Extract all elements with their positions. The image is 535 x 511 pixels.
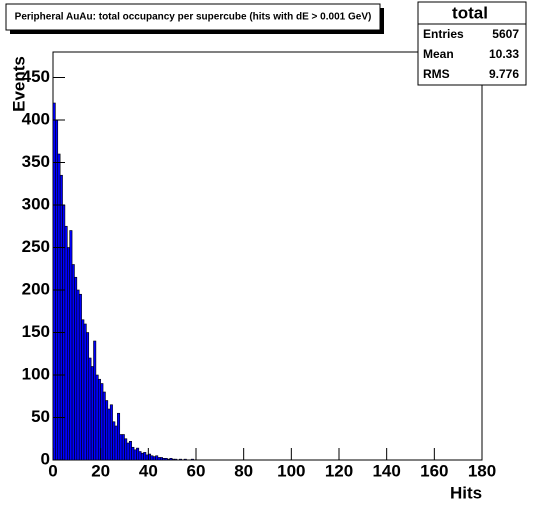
- bar: [162, 457, 166, 461]
- bar: [164, 457, 168, 461]
- x-tick-label: 120: [325, 461, 353, 480]
- bar: [159, 457, 163, 461]
- stats-frame: [417, 1, 527, 86]
- y-tick-label: 150: [22, 322, 50, 341]
- y-tick-label: 200: [22, 279, 50, 298]
- bar: [171, 458, 175, 461]
- stats-value: 5607: [492, 27, 519, 41]
- bar: [167, 458, 171, 461]
- x-tick-label: 80: [234, 461, 253, 480]
- bar: [124, 438, 128, 461]
- bar: [78, 293, 82, 461]
- y-tick-label: 0: [41, 449, 50, 468]
- stats-label: Mean: [423, 47, 454, 61]
- bar: [93, 340, 97, 461]
- bar: [138, 451, 142, 461]
- bar: [128, 440, 132, 461]
- bar: [121, 434, 125, 461]
- bar: [157, 457, 161, 461]
- bar: [174, 458, 178, 461]
- x-tick-label: 100: [277, 461, 305, 480]
- bar: [71, 264, 75, 461]
- bar: [179, 458, 182, 461]
- bar: [119, 434, 123, 461]
- bar: [88, 357, 92, 461]
- bar: [136, 447, 140, 461]
- bar: [152, 456, 156, 461]
- bar: [105, 400, 109, 461]
- bar: [86, 332, 90, 461]
- y-tick-label: 400: [22, 109, 50, 128]
- stats-label: Entries: [423, 27, 464, 41]
- bar: [126, 442, 130, 461]
- stats-value: 10.33: [489, 47, 519, 61]
- bar: [90, 366, 94, 461]
- chart-title: Peripheral AuAu: total occupancy per sup…: [15, 12, 372, 23]
- bar: [169, 457, 173, 461]
- bar: [57, 153, 61, 461]
- x-tick-label: 20: [91, 461, 110, 480]
- title-box: [5, 3, 381, 31]
- bar: [133, 449, 137, 461]
- bar: [190, 458, 194, 461]
- bar: [64, 225, 68, 461]
- stats-box: total Entries 5607 Mean 10.33 RMS 9.776: [417, 1, 527, 86]
- bar: [114, 425, 118, 461]
- stats-value: 9.776: [489, 67, 519, 81]
- bar: [83, 323, 87, 461]
- y-tick-label: 350: [22, 152, 50, 171]
- bar: [107, 408, 111, 461]
- stats-label: RMS: [423, 67, 450, 81]
- bar: [81, 319, 85, 461]
- bar: [140, 452, 144, 461]
- bar: [52, 102, 56, 461]
- x-tick-label: 160: [420, 461, 448, 480]
- stats-title: total: [452, 3, 488, 22]
- bar: [67, 247, 70, 461]
- bar: [143, 452, 147, 461]
- bar: [97, 378, 101, 461]
- bar: [69, 230, 73, 461]
- x-tick-label: 60: [187, 461, 206, 480]
- bar: [183, 458, 187, 461]
- bar: [102, 391, 106, 461]
- x-tick-label: 0: [48, 461, 57, 480]
- x-axis-label: Hits: [450, 483, 482, 502]
- x-tick-label: 180: [468, 461, 496, 480]
- bar: [76, 289, 80, 461]
- y-axis-label: Events: [9, 56, 28, 112]
- y-tick-label: 100: [22, 364, 50, 383]
- bar: [74, 276, 78, 461]
- y-tick-label: 50: [31, 407, 50, 426]
- bar: [112, 421, 116, 461]
- bar: [150, 455, 154, 461]
- x-tick-label: 140: [372, 461, 400, 480]
- y-tick-label: 300: [22, 194, 50, 213]
- bar: [109, 404, 113, 461]
- frame: [52, 51, 483, 461]
- bar: [117, 412, 121, 461]
- x-tick-label: 40: [139, 461, 158, 480]
- y-tick-label: 450: [22, 67, 50, 86]
- y-tick-label: 250: [22, 237, 50, 256]
- bar: [131, 446, 135, 461]
- bar: [95, 374, 99, 461]
- bar: [155, 455, 159, 461]
